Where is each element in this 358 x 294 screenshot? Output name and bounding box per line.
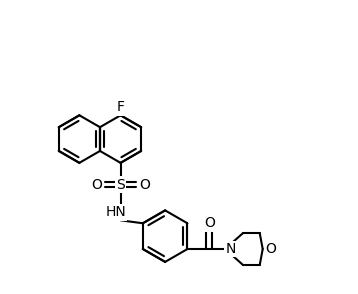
Text: N: N bbox=[226, 242, 236, 256]
Text: S: S bbox=[116, 178, 125, 192]
Text: O: O bbox=[265, 242, 276, 256]
Text: O: O bbox=[204, 216, 215, 230]
Text: F: F bbox=[117, 100, 125, 114]
Text: HN: HN bbox=[105, 206, 126, 219]
Text: O: O bbox=[139, 178, 150, 192]
Text: O: O bbox=[91, 178, 102, 192]
